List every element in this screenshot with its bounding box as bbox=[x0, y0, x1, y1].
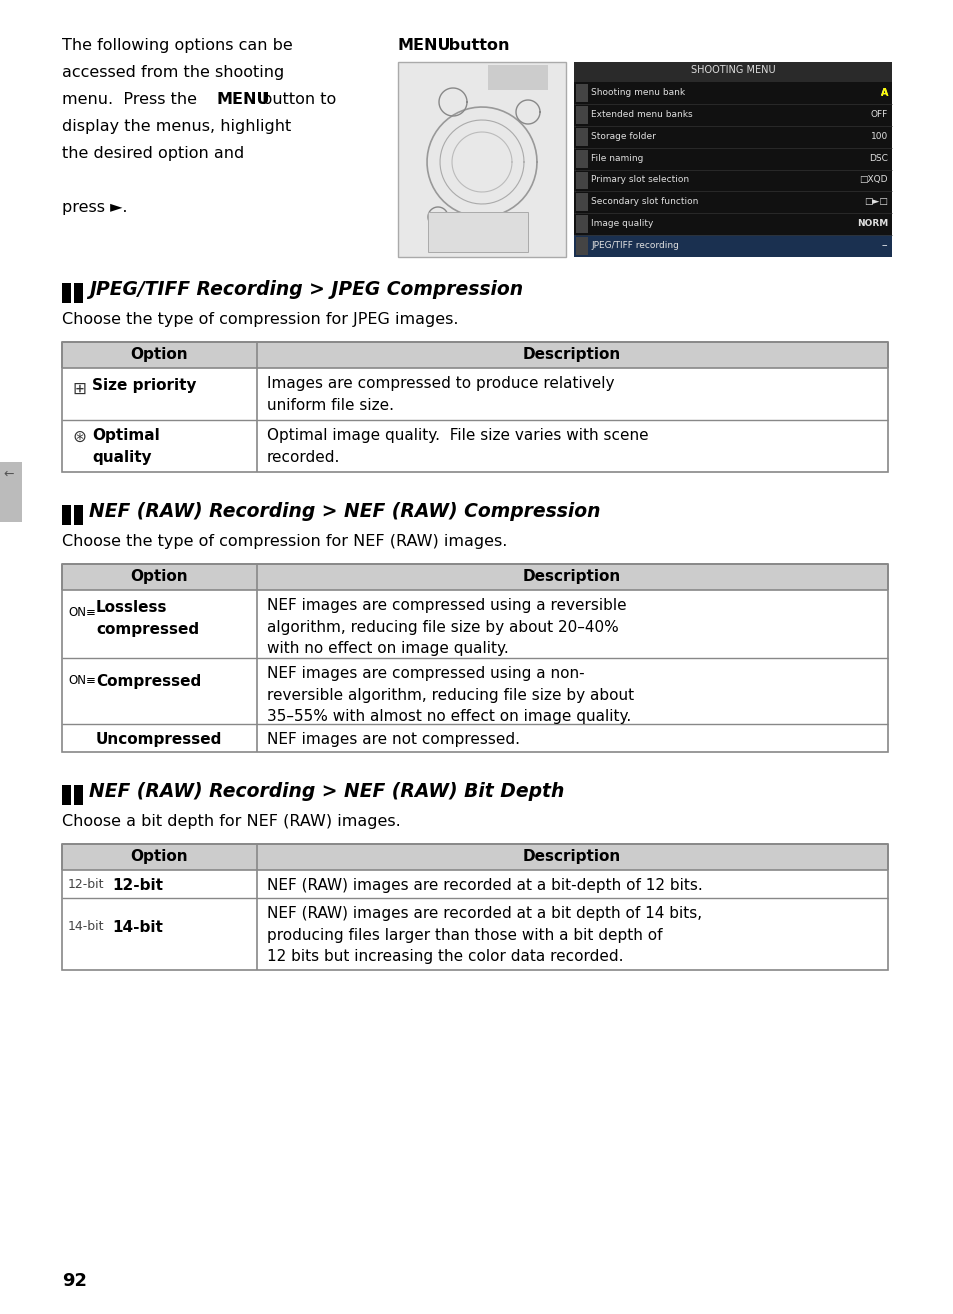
Text: 12-bit: 12-bit bbox=[68, 878, 105, 891]
Text: Shooting menu bank: Shooting menu bank bbox=[590, 88, 684, 97]
Bar bbox=[576, 172, 587, 189]
Bar bbox=[62, 564, 887, 590]
Bar bbox=[576, 237, 587, 255]
Text: display the menus, highlight: display the menus, highlight bbox=[62, 120, 291, 134]
Text: Images are compressed to produce relatively
uniform file size.: Images are compressed to produce relativ… bbox=[267, 376, 614, 413]
Text: JPEG/TIFF Recording > JPEG Compression: JPEG/TIFF Recording > JPEG Compression bbox=[89, 280, 522, 300]
Text: menu.  Press the: menu. Press the bbox=[62, 92, 202, 106]
Text: the desired option and: the desired option and bbox=[62, 146, 244, 162]
Text: NEF images are compressed using a reversible
algorithm, reducing file size by ab: NEF images are compressed using a revers… bbox=[267, 598, 626, 656]
Text: 12-bit: 12-bit bbox=[112, 878, 163, 894]
Bar bbox=[62, 784, 71, 805]
Text: □XQD: □XQD bbox=[859, 176, 887, 184]
Text: Optimal
quality: Optimal quality bbox=[91, 428, 159, 465]
Bar bbox=[397, 62, 565, 258]
Text: Option: Option bbox=[130, 569, 188, 583]
Bar bbox=[576, 193, 587, 212]
Text: press ►.: press ►. bbox=[62, 200, 128, 215]
Bar bbox=[574, 62, 891, 81]
Text: NEF (RAW) images are recorded at a bit-depth of 12 bits.: NEF (RAW) images are recorded at a bit-d… bbox=[267, 878, 702, 894]
Text: Secondary slot function: Secondary slot function bbox=[590, 197, 698, 206]
Text: Choose the type of compression for JPEG images.: Choose the type of compression for JPEG … bbox=[62, 311, 458, 327]
Text: 14-bit: 14-bit bbox=[112, 920, 163, 936]
Text: MENU: MENU bbox=[397, 38, 451, 53]
Text: Choose a bit depth for NEF (RAW) images.: Choose a bit depth for NEF (RAW) images. bbox=[62, 813, 400, 829]
Text: MENU: MENU bbox=[216, 92, 271, 106]
Bar bbox=[576, 150, 587, 167]
Bar bbox=[62, 564, 887, 752]
Text: NORM: NORM bbox=[856, 219, 887, 229]
Text: NEF images are compressed using a non-
reversible algorithm, reducing file size : NEF images are compressed using a non- r… bbox=[267, 666, 634, 724]
Text: Description: Description bbox=[522, 569, 620, 583]
Bar bbox=[428, 212, 527, 252]
Text: Size priority: Size priority bbox=[91, 378, 196, 393]
Bar bbox=[397, 62, 565, 258]
Text: ON≡: ON≡ bbox=[68, 606, 95, 619]
Text: Choose the type of compression for NEF (RAW) images.: Choose the type of compression for NEF (… bbox=[62, 533, 507, 549]
Text: NEF images are not compressed.: NEF images are not compressed. bbox=[267, 732, 519, 746]
Bar bbox=[62, 283, 71, 304]
Bar bbox=[576, 127, 587, 146]
Bar bbox=[428, 212, 527, 252]
Text: button to: button to bbox=[256, 92, 335, 106]
Bar bbox=[62, 342, 887, 472]
Text: ⊛: ⊛ bbox=[71, 428, 86, 445]
Text: Option: Option bbox=[130, 849, 188, 865]
Bar bbox=[74, 784, 83, 805]
Text: NEF (RAW) Recording > NEF (RAW) Compression: NEF (RAW) Recording > NEF (RAW) Compress… bbox=[89, 502, 599, 520]
Text: The following options can be: The following options can be bbox=[62, 38, 293, 53]
Text: DSC: DSC bbox=[868, 154, 887, 163]
Text: Option: Option bbox=[130, 347, 188, 361]
Text: 92: 92 bbox=[62, 1272, 87, 1290]
Text: ON≡: ON≡ bbox=[68, 674, 95, 687]
Text: SHOOTING MENU: SHOOTING MENU bbox=[690, 64, 775, 75]
Text: ⊞: ⊞ bbox=[71, 380, 86, 398]
Bar bbox=[62, 505, 71, 526]
Bar bbox=[488, 64, 547, 89]
Text: Compressed: Compressed bbox=[96, 674, 201, 689]
Text: Storage folder: Storage folder bbox=[590, 131, 655, 141]
Text: JPEG/TIFF recording: JPEG/TIFF recording bbox=[590, 240, 679, 250]
Bar bbox=[574, 62, 891, 258]
Bar bbox=[576, 84, 587, 102]
Bar bbox=[576, 106, 587, 124]
Bar bbox=[74, 505, 83, 526]
Bar bbox=[574, 235, 891, 258]
Text: NEF (RAW) images are recorded at a bit depth of 14 bits,
producing files larger : NEF (RAW) images are recorded at a bit d… bbox=[267, 905, 701, 964]
Text: Description: Description bbox=[522, 347, 620, 361]
Text: 14-bit: 14-bit bbox=[68, 920, 105, 933]
Text: Image quality: Image quality bbox=[590, 219, 653, 229]
Text: --: -- bbox=[881, 240, 887, 250]
Bar bbox=[62, 844, 887, 870]
Text: File naming: File naming bbox=[590, 154, 642, 163]
Bar bbox=[0, 463, 22, 522]
Text: OFF: OFF bbox=[870, 110, 887, 118]
Bar bbox=[576, 215, 587, 233]
Text: Extended menu banks: Extended menu banks bbox=[590, 110, 692, 118]
Text: NEF (RAW) Recording > NEF (RAW) Bit Depth: NEF (RAW) Recording > NEF (RAW) Bit Dept… bbox=[89, 782, 564, 802]
Text: 100: 100 bbox=[870, 131, 887, 141]
Text: A: A bbox=[880, 88, 887, 99]
Text: button: button bbox=[442, 38, 509, 53]
Text: Optimal image quality.  File size varies with scene
recorded.: Optimal image quality. File size varies … bbox=[267, 428, 648, 465]
Text: A: A bbox=[880, 88, 887, 97]
Text: Lossless
compressed: Lossless compressed bbox=[96, 600, 199, 637]
Text: ←: ← bbox=[3, 468, 13, 481]
Bar bbox=[74, 283, 83, 304]
Text: □►□: □►□ bbox=[863, 197, 887, 206]
Bar bbox=[62, 342, 887, 368]
Text: accessed from the shooting: accessed from the shooting bbox=[62, 64, 284, 80]
Bar bbox=[62, 844, 887, 970]
Text: Description: Description bbox=[522, 849, 620, 865]
Text: Uncompressed: Uncompressed bbox=[95, 732, 222, 746]
Text: Primary slot selection: Primary slot selection bbox=[590, 176, 688, 184]
